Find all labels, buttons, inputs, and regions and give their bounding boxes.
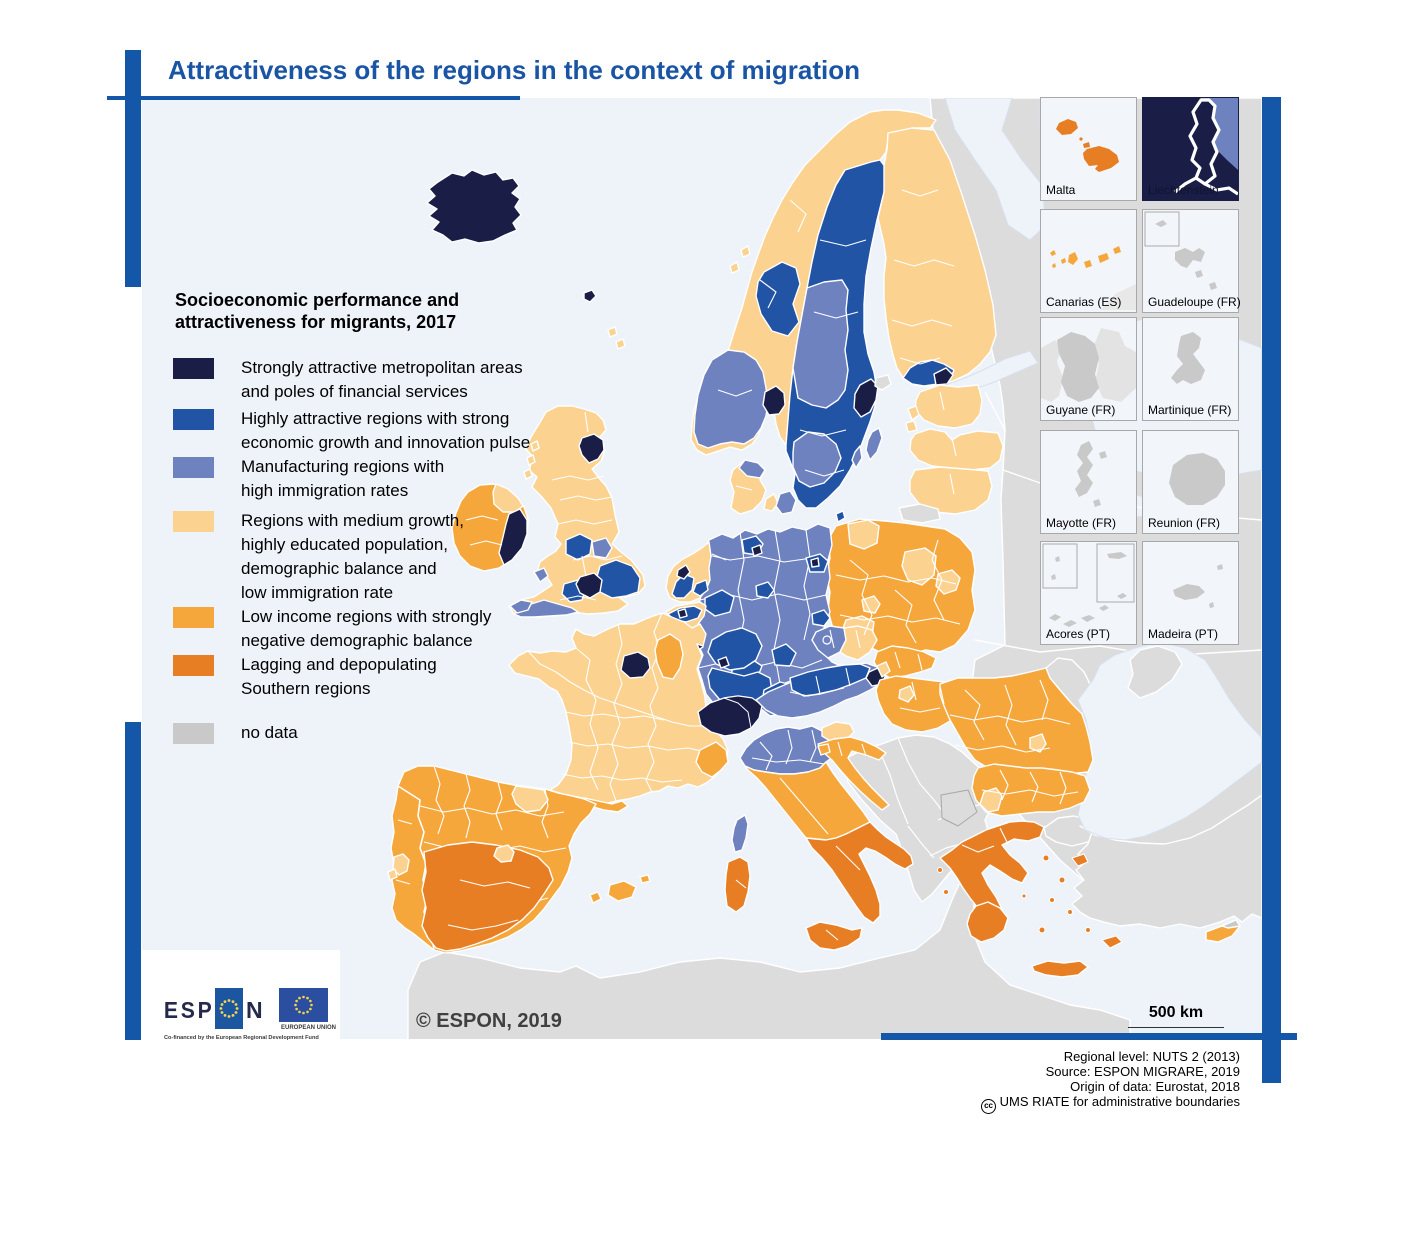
svg-text:ESP: ESP — [164, 997, 215, 1023]
svg-text:EUROPEAN UNION: EUROPEAN UNION — [281, 1025, 336, 1031]
svg-text:Liechtenstein: Liechtenstein — [1148, 183, 1219, 197]
svg-text:N: N — [246, 997, 265, 1023]
svg-text:Co-financed by the European Re: Co-financed by the European Regional Dev… — [164, 1035, 319, 1041]
